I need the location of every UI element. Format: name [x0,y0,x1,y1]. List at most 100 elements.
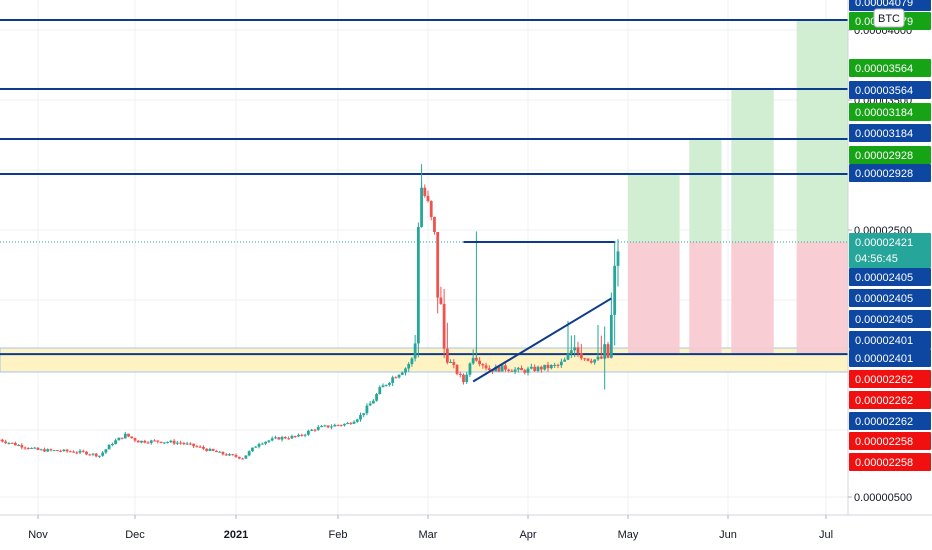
candle [439,286,443,305]
price-label-text: 0.00002405 [855,272,913,284]
candle [78,449,82,455]
candle [546,361,550,372]
candle [247,450,251,457]
candle [36,447,40,451]
candle [320,425,323,428]
price-label-bg [849,412,931,430]
time-tick-label: Nov [28,529,48,541]
time-tick-label: May [618,529,639,541]
candle [7,442,11,445]
candle [413,334,417,362]
time-tick-label: Apr [519,529,536,541]
candle [68,450,72,453]
price-label-bg [849,331,931,349]
candle [384,384,388,387]
candle [185,441,189,445]
candle [0,439,1,441]
candle [484,362,488,371]
candle [224,453,228,456]
candle [215,450,218,453]
price-label: 0.00003564 [849,59,931,77]
candle [355,418,359,423]
price-label-bg [849,289,931,307]
candle [136,440,140,443]
candle [188,442,192,446]
target-profit-zone-3 [796,20,848,242]
ascending-trendline[interactable] [472,297,612,383]
target-stop-zone-3 [796,242,848,355]
price-label-text: 0.00002928 [855,150,913,162]
price-label: 0.00003184 [849,103,931,121]
candle [198,445,202,448]
candle [46,448,50,452]
price-label: 0.00002405 [849,310,931,328]
candle [260,442,264,445]
price-label-bg [849,81,931,99]
candle [556,363,560,369]
time-axis-bg [0,515,932,550]
candle [293,435,297,438]
candle [17,444,20,447]
candle [523,369,527,375]
candle [566,320,570,361]
candle [244,455,248,459]
candle [13,441,17,446]
candle [462,373,465,385]
candle [52,449,56,452]
target-stop-zone-1 [689,242,722,355]
candle [153,439,156,442]
symbol-badge: BTC [873,8,905,28]
price-label-text: 0.00002258 [855,457,913,469]
candle [270,436,274,442]
candle [616,239,620,287]
candle [549,364,553,370]
candle [400,371,404,376]
candle [1,438,4,443]
price-label: 0.00002262 [849,391,931,409]
price-label: 0.00002258 [849,453,931,471]
candle [429,200,433,221]
candle [543,364,547,371]
candle [303,433,307,438]
candle [397,374,401,379]
candle [445,322,449,365]
candle [49,448,53,452]
candle [26,447,30,450]
candle [539,365,543,373]
price-label: 0.00002421 04:56:45 [849,233,931,268]
candle [91,453,95,457]
price-label-text: 0.00002401 [855,353,913,365]
price-label-text: 0.00002258 [855,436,913,448]
candle [426,190,430,203]
price-label: 0.00002401 [849,349,931,367]
candle [175,440,179,445]
candle [452,359,456,369]
candle [133,437,137,443]
candle [104,449,108,454]
candle [423,184,427,198]
candle [455,363,459,376]
candle [75,451,79,455]
candle [81,449,85,453]
candle [529,363,533,370]
price-axis[interactable]: 0.000040000.000035000.000025000.00000500… [847,0,932,550]
candle [420,180,423,228]
candle [536,365,540,373]
candle [336,424,340,427]
candle [20,443,24,450]
candle [449,359,452,363]
candle [526,366,530,376]
candle [586,358,590,362]
candle [59,449,63,453]
candle [192,443,196,449]
candle [416,222,420,358]
candle [381,383,385,388]
time-tick-label: Jul [819,529,833,541]
time-tick-label: 2021 [224,529,248,541]
candle [306,429,310,436]
price-label: 0.00002405 [849,289,931,307]
time-axis[interactable]: Nov Dec 2021 Feb Mar Apr May Jun Jul [0,514,932,550]
candle [375,392,378,402]
price-label-bg [849,310,931,328]
